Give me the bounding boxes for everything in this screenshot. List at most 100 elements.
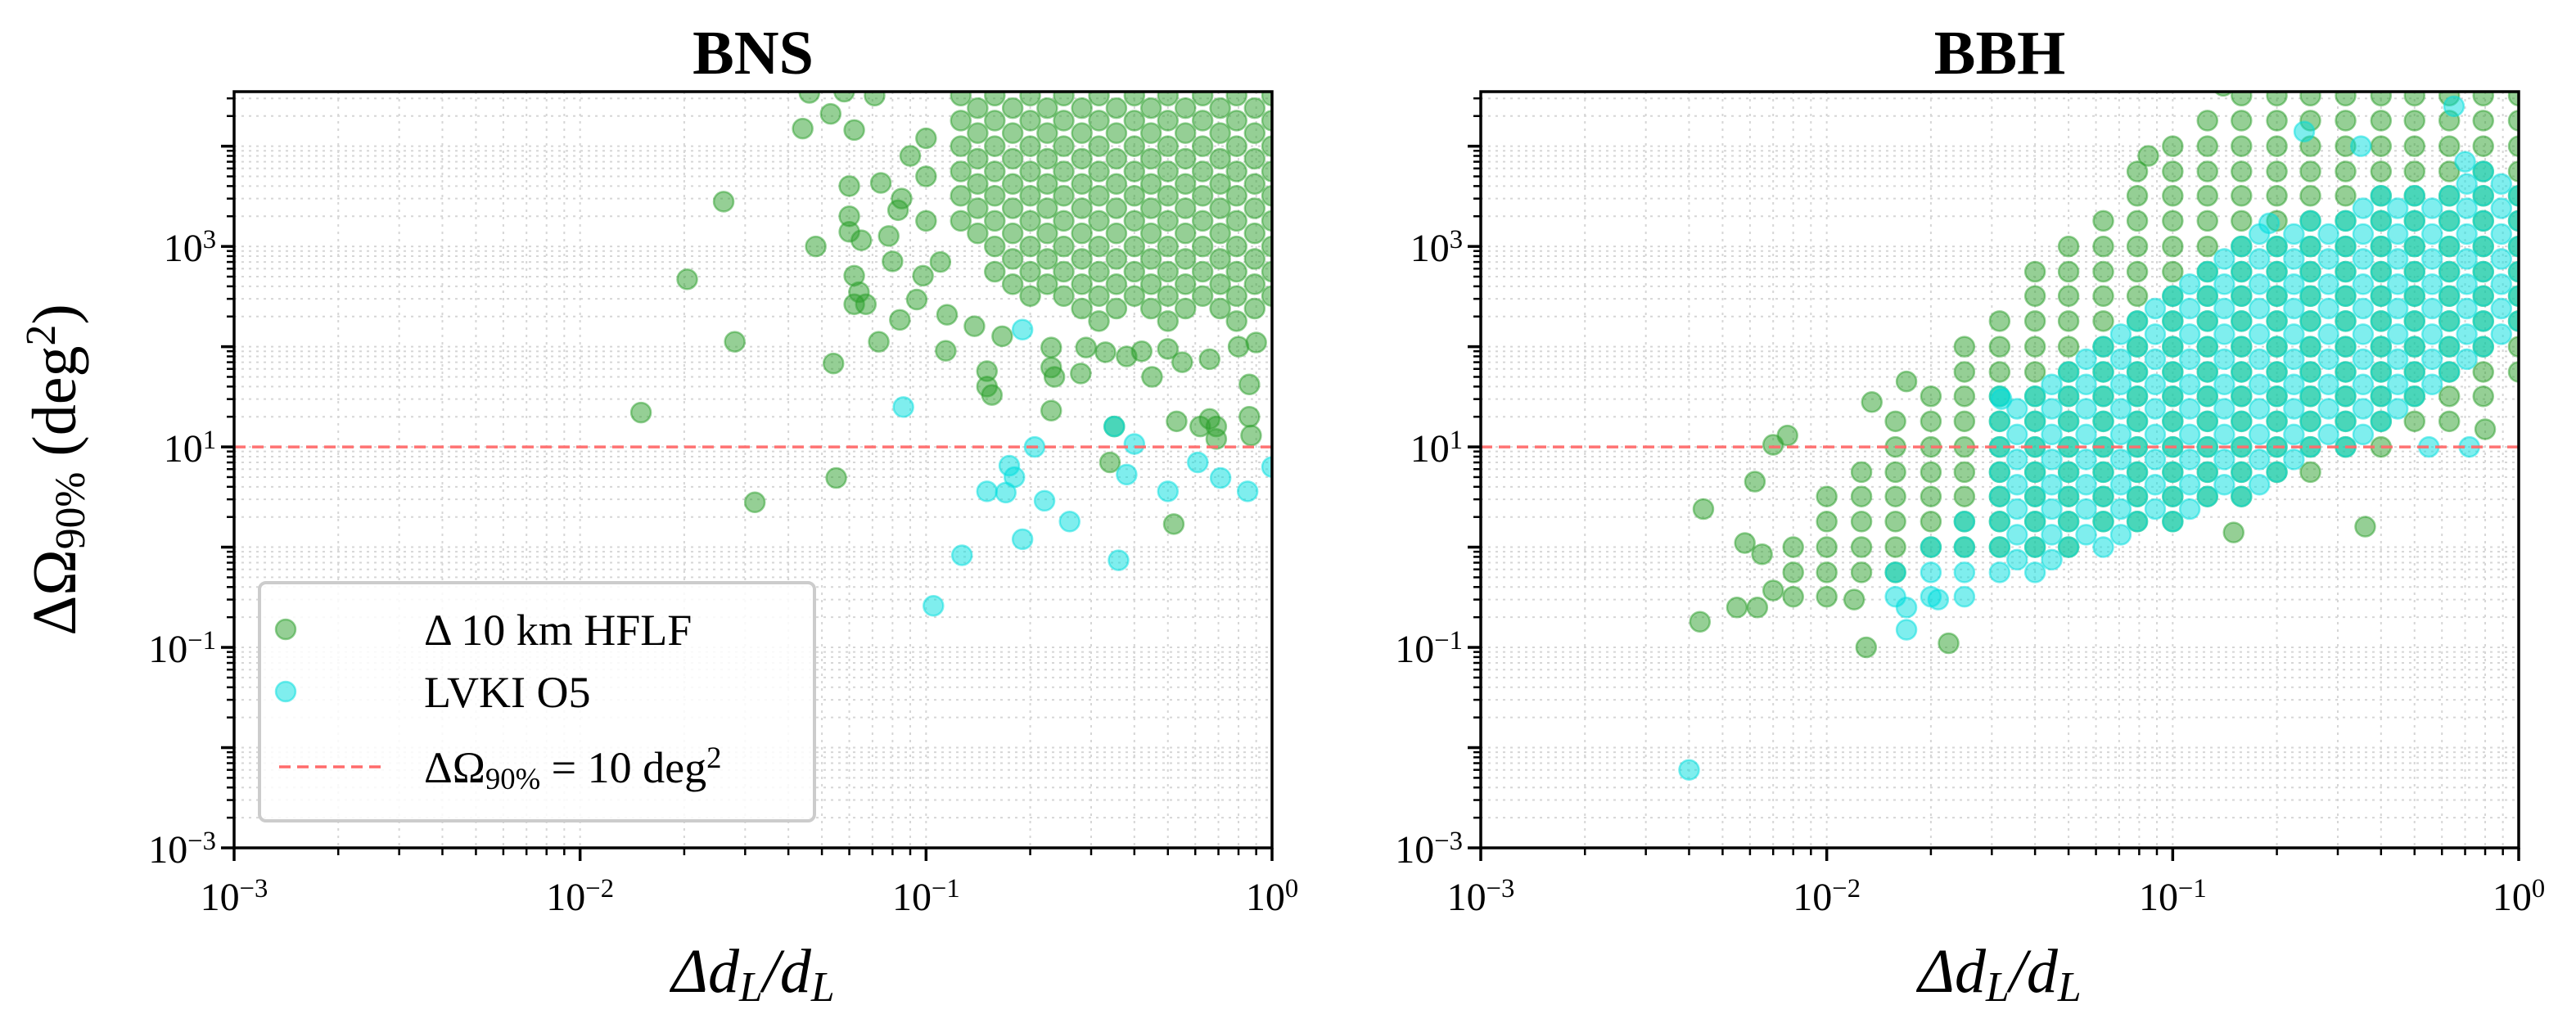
scatter-point bbox=[950, 135, 972, 157]
scatter-point bbox=[2005, 473, 2028, 496]
scatter-point bbox=[2456, 273, 2478, 295]
scatter-point bbox=[2231, 336, 2253, 358]
scatter-point bbox=[1261, 260, 1272, 283]
scatter-point bbox=[2370, 310, 2393, 332]
scatter-point bbox=[1157, 210, 1180, 232]
scatter-point bbox=[1053, 285, 1075, 307]
scatter-point bbox=[2196, 110, 2219, 132]
scatter-point bbox=[1243, 297, 1266, 320]
scatter-point bbox=[2213, 348, 2235, 371]
scatter-point bbox=[984, 135, 1006, 157]
scatter-point bbox=[2231, 260, 2253, 283]
series-delta-10km-hflf bbox=[629, 92, 1272, 535]
scatter-point bbox=[1019, 160, 1041, 183]
scatter-point bbox=[1157, 285, 1180, 307]
scatter-point bbox=[2109, 373, 2132, 395]
scatter-point bbox=[2438, 210, 2461, 232]
scatter-point bbox=[2057, 485, 2080, 507]
scatter-point bbox=[2023, 410, 2046, 433]
scatter-point bbox=[2266, 461, 2288, 484]
scatter-point bbox=[2057, 285, 2080, 307]
scatter-point bbox=[2438, 410, 2461, 433]
scatter-point bbox=[2057, 511, 2080, 533]
scatter-point bbox=[2023, 536, 2046, 558]
scatter-point bbox=[2162, 461, 2184, 484]
scatter-point bbox=[1689, 611, 1711, 633]
scatter-point bbox=[1953, 561, 1976, 584]
scatter-point bbox=[1019, 210, 1041, 232]
scatter-point bbox=[2335, 361, 2357, 383]
scatter-point bbox=[2352, 223, 2375, 246]
scatter-point bbox=[905, 288, 928, 311]
scatter-point bbox=[967, 173, 989, 196]
scatter-point bbox=[1088, 110, 1110, 132]
scatter-point bbox=[2023, 285, 2046, 307]
scatter-point bbox=[1209, 466, 1232, 489]
scatter-point bbox=[915, 165, 937, 187]
scatter-point bbox=[2248, 348, 2271, 371]
scatter-point bbox=[2386, 348, 2409, 371]
scatter-point bbox=[1988, 485, 2011, 507]
scatter-point bbox=[1088, 310, 1110, 332]
series-lvki-o5 bbox=[1678, 95, 2519, 781]
scatter-point bbox=[1191, 235, 1214, 258]
scatter-point bbox=[2507, 260, 2519, 283]
scatter-point bbox=[2248, 297, 2271, 320]
scatter-point bbox=[2162, 336, 2184, 358]
scatter-point bbox=[1261, 456, 1272, 478]
scatter-point bbox=[1105, 173, 1128, 196]
scatter-point bbox=[1174, 147, 1197, 170]
scatter-point bbox=[1058, 511, 1080, 533]
scatter-point bbox=[2490, 248, 2513, 270]
scatter-point bbox=[1953, 485, 1976, 507]
scatter-point bbox=[1071, 197, 1093, 219]
scatter-point bbox=[2109, 473, 2132, 496]
scatter-point bbox=[819, 102, 842, 125]
scatter-point bbox=[1920, 511, 1942, 533]
scatter-point bbox=[2403, 184, 2426, 207]
scatter-point bbox=[2420, 248, 2443, 270]
scatter-point bbox=[1105, 147, 1128, 170]
scatter-point bbox=[2507, 135, 2519, 157]
scatter-point bbox=[1734, 532, 1756, 554]
scatter-point bbox=[1191, 110, 1214, 132]
scatter-point bbox=[2126, 260, 2149, 283]
scatter-point bbox=[2162, 361, 2184, 383]
scatter-point bbox=[1043, 366, 1066, 388]
scatter-point bbox=[2258, 212, 2281, 235]
scatter-point bbox=[2144, 473, 2167, 496]
scatter-point bbox=[950, 210, 972, 232]
scatter-point bbox=[1225, 184, 1247, 207]
scatter-point bbox=[2231, 135, 2253, 157]
scatter-point bbox=[2231, 461, 2253, 484]
scatter-point bbox=[1850, 511, 1873, 533]
scatter-point bbox=[2370, 361, 2393, 383]
scatter-point bbox=[1139, 222, 1162, 245]
scatter-point bbox=[1105, 97, 1128, 119]
scatter-point bbox=[2386, 373, 2409, 395]
scatter-point bbox=[984, 210, 1006, 232]
scatter-point bbox=[1139, 173, 1162, 196]
scatter-point bbox=[1105, 122, 1128, 144]
scatter-point bbox=[1198, 348, 1220, 371]
scatter-point bbox=[869, 172, 892, 194]
scatter-point bbox=[2370, 110, 2393, 132]
scatter-point bbox=[2456, 297, 2478, 320]
scatter-point bbox=[1762, 579, 1784, 602]
scatter-point bbox=[2472, 260, 2494, 283]
scatter-point bbox=[2403, 110, 2426, 132]
scatter-point bbox=[1243, 97, 1266, 119]
scatter-point bbox=[950, 184, 972, 207]
scatter-point bbox=[2354, 516, 2376, 538]
scatter-point bbox=[2266, 160, 2288, 183]
scatter-point bbox=[2162, 310, 2184, 332]
scatter-point bbox=[1209, 173, 1231, 196]
scatter-point bbox=[2403, 92, 2426, 107]
scatter-point bbox=[1243, 173, 1266, 196]
scatter-point bbox=[2196, 310, 2219, 332]
scatter-point bbox=[2507, 336, 2519, 358]
scatter-point bbox=[712, 191, 735, 213]
scatter-point bbox=[2472, 160, 2494, 183]
scatter-point bbox=[2386, 197, 2409, 219]
scatter-point bbox=[1157, 92, 1180, 107]
